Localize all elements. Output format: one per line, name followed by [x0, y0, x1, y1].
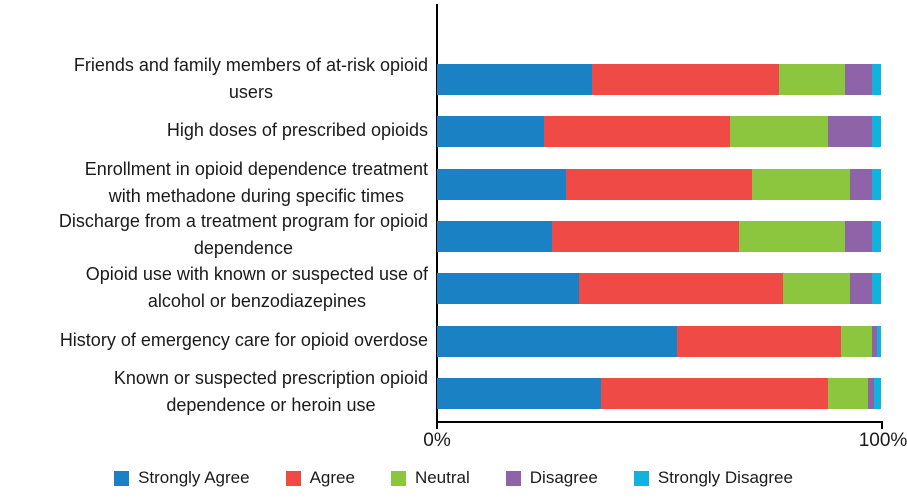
bar-segment-neutral: [738, 220, 846, 252]
legend-label: Disagree: [529, 468, 598, 487]
bar-segment-agree: [543, 116, 731, 148]
bar-row: [437, 116, 881, 148]
bar-segment-strongly-agree: [437, 220, 553, 252]
bar-segment-strongly-disagree: [872, 168, 881, 200]
bar-segment-agree: [565, 168, 753, 200]
legend-label: Strongly Disagree: [657, 468, 793, 487]
x-axis-label-max: 100%: [858, 430, 907, 451]
bar-segment-strongly-agree: [437, 273, 580, 305]
category-label: Enrollment in opioid dependence treatmen…: [84, 159, 428, 207]
legend-label: Strongly Agree: [138, 468, 250, 487]
bar-segment-strongly-disagree: [876, 325, 881, 357]
category-label: Friends and family members of at-risk op…: [73, 54, 428, 102]
bar-segment-neutral: [752, 168, 850, 200]
x-axis-line: [436, 421, 883, 423]
category-label: Opioid use with known or suspected use o…: [85, 263, 428, 311]
bar-row: [437, 64, 881, 95]
category-label: High doses of prescribed opioids: [166, 120, 428, 141]
legend-item-strongly-agree: Strongly Agree: [114, 468, 250, 488]
legend-swatch: [114, 470, 130, 486]
category-label: Known or suspected prescription opioid d…: [113, 368, 428, 416]
bar-row: [437, 377, 881, 409]
bar-segment-disagree: [867, 377, 875, 409]
legend-swatch: [285, 470, 301, 486]
legend-swatch: [505, 470, 521, 486]
bar-segment-neutral: [827, 377, 868, 409]
bar-segment-strongly-agree: [437, 64, 593, 95]
bar-segment-disagree: [845, 64, 873, 95]
legend-item-agree: Agree: [285, 468, 355, 488]
bar-segment-agree: [552, 220, 739, 252]
bar-segment-strongly-agree: [437, 377, 602, 409]
legend-item-disagree: Disagree: [505, 468, 598, 488]
bar-segment-strongly-agree: [437, 116, 544, 148]
bar-segment-agree: [601, 377, 828, 409]
legend-label: Agree: [309, 468, 355, 487]
bar-segment-disagree: [849, 273, 873, 305]
bar-segment-disagree: [827, 116, 873, 148]
bar-segment-strongly-agree: [437, 325, 677, 357]
bar-segment-neutral: [841, 325, 873, 357]
legend: Strongly Agree Agree Neutral Disagree Strong…: [0, 468, 907, 488]
bar-segment-strongly-agree: [437, 168, 566, 200]
bar-segment-disagree: [872, 325, 877, 357]
bar-row: [437, 168, 881, 200]
bar-segment-neutral: [778, 64, 846, 95]
bar-row: [437, 273, 881, 305]
x-axis-label-min: 0%: [423, 430, 451, 451]
bar-segment-strongly-disagree: [872, 220, 881, 252]
bar-segment-strongly-disagree: [874, 377, 881, 409]
bar-segment-strongly-disagree: [872, 116, 881, 148]
bar-segment-agree: [592, 64, 779, 95]
bar-segment-agree: [579, 273, 784, 305]
category-label: Discharge from a treatment program for o…: [58, 211, 428, 259]
legend-label: Neutral: [414, 468, 470, 487]
y-axis-line: [436, 4, 438, 423]
legend-swatch: [390, 470, 406, 486]
bar-segment-disagree: [849, 168, 873, 200]
x-axis-tick-0: [436, 421, 438, 429]
bar-segment-neutral: [730, 116, 828, 148]
x-axis-tick-100: [881, 421, 883, 429]
legend-item-neutral: Neutral: [390, 468, 470, 488]
bar-segment-neutral: [783, 273, 850, 305]
bar-row: [437, 220, 881, 252]
bar-segment-agree: [676, 325, 842, 357]
bar-segment-strongly-disagree: [872, 64, 881, 95]
bar-segment-strongly-disagree: [872, 273, 881, 305]
category-label: History of emergency care for opioid ove…: [59, 329, 428, 350]
legend-item-strongly-disagree: Strongly Disagree: [633, 468, 793, 488]
legend-swatch: [633, 470, 649, 486]
bar-row: [437, 325, 881, 357]
bar-segment-disagree: [845, 220, 873, 252]
